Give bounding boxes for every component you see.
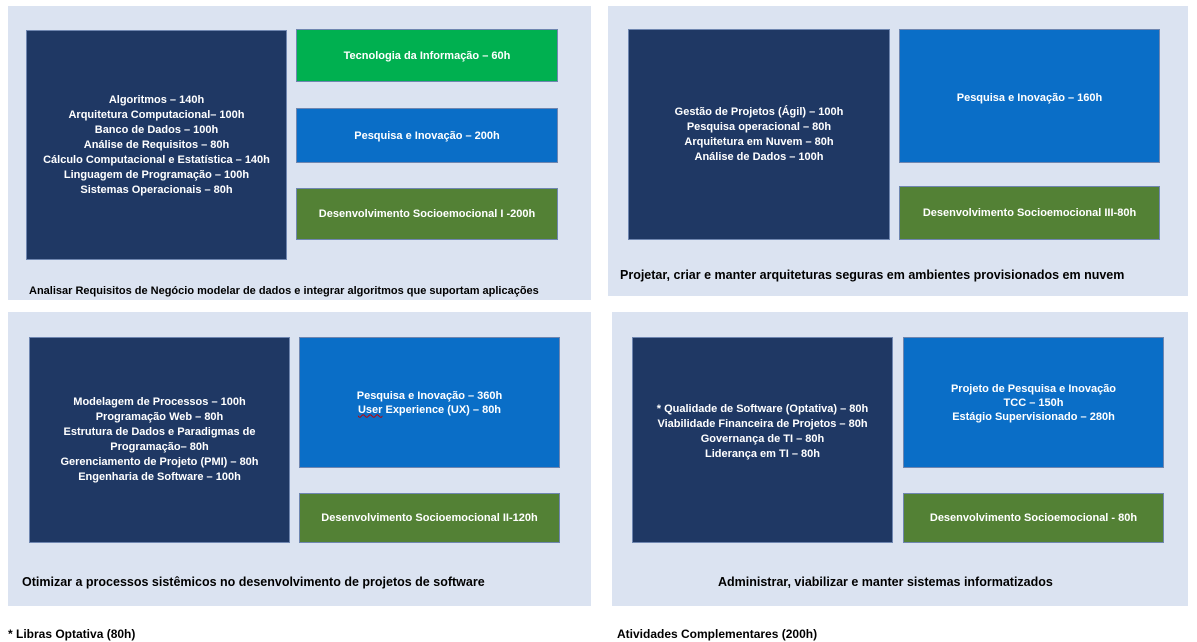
q4-caption: Administrar, viabilizar e manter sistema… (718, 575, 1053, 589)
q3-caption: Otimizar a processos sistêmicos no desen… (22, 575, 485, 589)
q1-subject: Linguagem de Programação – 100h (63, 168, 250, 181)
libras-note: * Libras Optativa (80h) (8, 627, 136, 641)
q1-research-label: Pesquisa e Inovação – 200h (354, 129, 500, 142)
q3-research-label: Pesquisa e Inovação – 360h (356, 389, 503, 402)
q3-ux-underlined-word: User (357, 403, 383, 416)
q4-socioemotional-label: Desenvolvimento Socioemocional - 80h (929, 512, 1138, 524)
q2-research-box: Pesquisa e Inovação – 160h (899, 29, 1160, 163)
q3-subject: Programação Web – 80h (95, 411, 224, 423)
q4-subject: Viabilidade Financeira de Projetos – 80h (657, 418, 868, 430)
q1-socioemotional-box: Desenvolvimento Socioemocional I -200h (296, 188, 558, 240)
q1-caption: Analisar Requisitos de Negócio modelar d… (29, 285, 539, 297)
q1-subject: Banco de Dados – 100h (94, 123, 219, 136)
q4-subject: Liderança em TI – 80h (705, 448, 820, 460)
q4-research-box: Projeto de Pesquisa e Inovação TCC – 150… (903, 337, 1164, 468)
q1-subject: Cálculo Computacional e Estatística – 14… (43, 153, 270, 166)
q2-subject: Arquitetura em Nuvem – 80h (684, 135, 834, 148)
q1-socioemotional-label: Desenvolvimento Socioemocional I -200h (318, 208, 536, 220)
q1-ti-label: Tecnologia da Informação – 60h (343, 49, 511, 62)
q4-project-line: TCC – 150h (1003, 396, 1064, 409)
q4-project-line: Estágio Supervisionado – 280h (952, 410, 1115, 423)
q1-subject: Arquitetura Computacional– 100h (68, 108, 245, 121)
q3-core-subjects-box: Modelagem de Processos – 100h Programaçã… (29, 337, 290, 543)
q2-caption: Projetar, criar e manter arquiteturas se… (620, 268, 1125, 282)
q3-research-box: Pesquisa e Inovação – 360h User Experien… (299, 337, 560, 468)
q1-subject: Sistemas Operacionais – 80h (80, 183, 233, 196)
q2-subject: Análise de Dados – 100h (694, 150, 824, 163)
q3-ux-rest: Experience (UX) – 80h (382, 403, 502, 416)
q4-subject: Governança de TI – 80h (700, 433, 825, 445)
q3-subject: Estrutura de Dados e Paradigmas de (63, 426, 256, 438)
q1-research-box: Pesquisa e Inovação – 200h (296, 108, 558, 163)
q3-socioemotional-box: Desenvolvimento Socioemocional II-120h (299, 493, 560, 543)
q3-subject: Programação– 80h (110, 441, 209, 453)
q1-core-subjects-box: Algoritmos – 140h Arquitetura Computacio… (26, 30, 287, 260)
q3-ux-label: User Experience (UX) – 80h (358, 403, 501, 417)
q3-subject: Gerenciamento de Projeto (PMI) – 80h (60, 456, 259, 468)
q1-ti-box: Tecnologia da Informação – 60h (296, 29, 558, 82)
q4-socioemotional-box: Desenvolvimento Socioemocional - 80h (903, 493, 1164, 543)
q1-subject: Algoritmos – 140h (108, 93, 205, 106)
q2-socioemotional-label: Desenvolvimento Socioemocional III-80h (922, 207, 1137, 219)
q2-research-label: Pesquisa e Inovação – 160h (956, 92, 1103, 104)
q4-project-line: Projeto de Pesquisa e Inovação (950, 382, 1117, 395)
q2-socioemotional-box: Desenvolvimento Socioemocional III-80h (899, 186, 1160, 240)
q2-core-subjects-box: Gestão de Projetos (Ágil) – 100h Pesquis… (628, 29, 890, 240)
q2-subject: Gestão de Projetos (Ágil) – 100h (674, 105, 844, 118)
q4-subject: * Qualidade de Software (Optativa) – 80h (656, 403, 869, 415)
q3-subject: Modelagem de Processos – 100h (73, 396, 246, 408)
q3-socioemotional-label: Desenvolvimento Socioemocional II-120h (321, 512, 538, 524)
q4-core-subjects-box: * Qualidade de Software (Optativa) – 80h… (632, 337, 893, 543)
q2-subject: Pesquisa operacional – 80h (686, 120, 832, 133)
complementary-activities-note: Atividades Complementares (200h) (617, 627, 818, 641)
q3-subject: Engenharia de Software – 100h (78, 471, 241, 483)
q1-subject: Análise de Requisitos – 80h (83, 138, 230, 151)
